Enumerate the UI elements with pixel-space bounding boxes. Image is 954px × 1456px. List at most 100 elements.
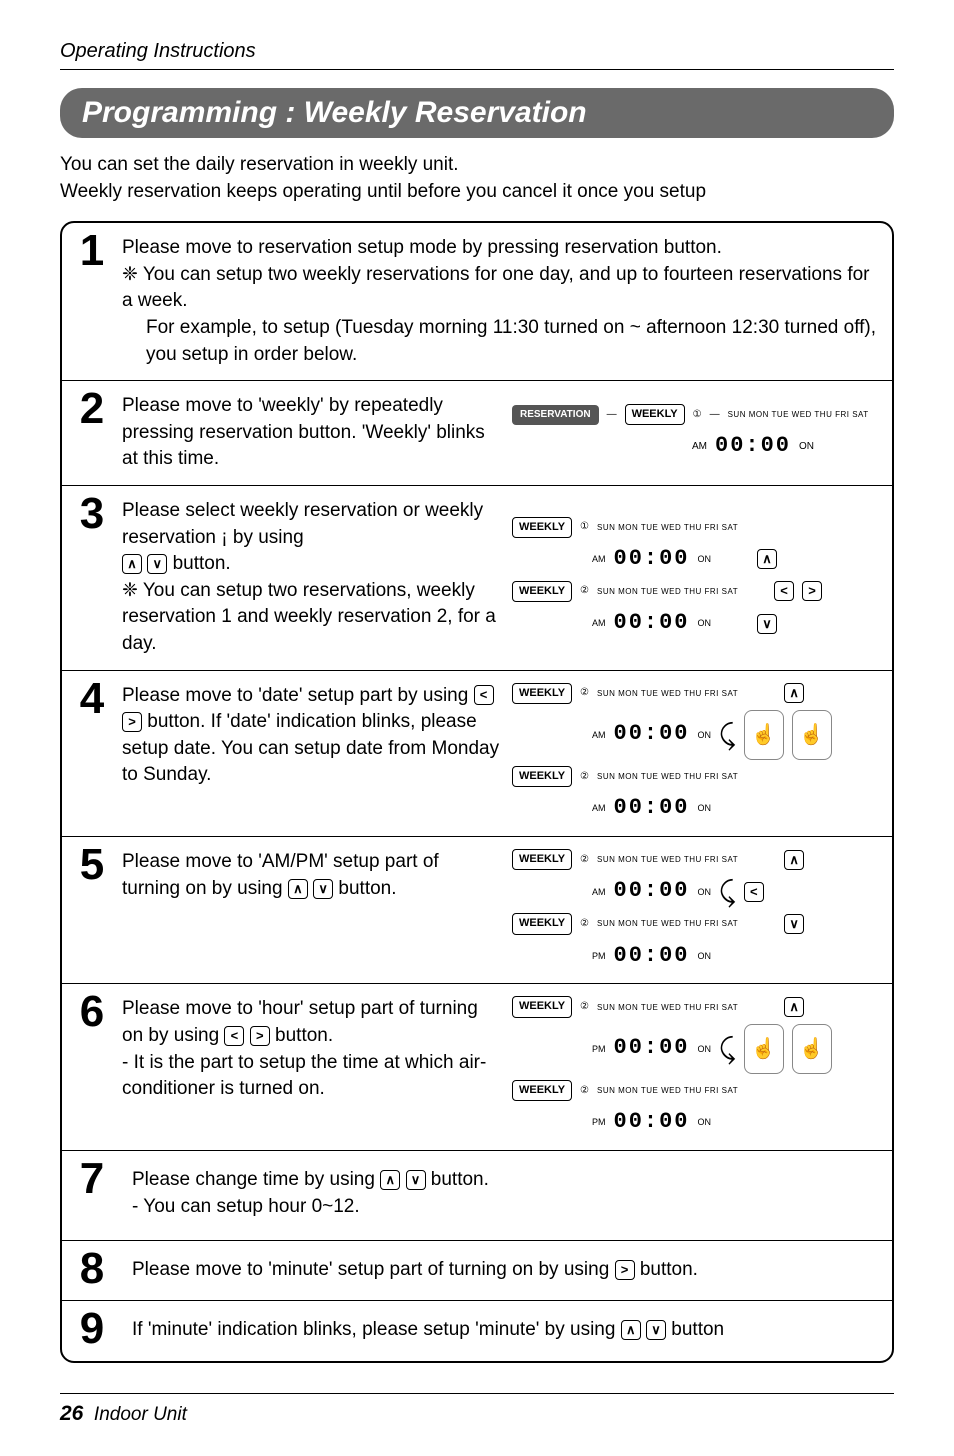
step-3-illus: WEEKLY ① SUN MON TUE WED THU FRI SAT AM …: [512, 498, 882, 658]
intro-line2: Weekly reservation keeps operating until…: [60, 179, 894, 206]
time-disp: 00:00: [614, 1033, 690, 1064]
footer-label: Indoor Unit: [94, 1404, 187, 1425]
on-label: ON: [698, 1116, 712, 1129]
up-key-icon: ∧: [784, 850, 804, 870]
weekly-label: WEEKLY: [512, 1080, 572, 1101]
weekly-label: WEEKLY: [625, 404, 685, 425]
days-row: SUN MON TUE WED THU FRI SAT: [597, 522, 738, 533]
footer-page-num: 26: [60, 1402, 83, 1425]
on-label: ON: [698, 553, 712, 566]
pm-label: PM: [592, 1116, 606, 1129]
down-key-icon: ∨: [406, 1170, 426, 1190]
step-num-6: 6: [62, 984, 122, 1150]
step-3-p3: ❈ You can setup two reservations, weekly…: [122, 578, 502, 658]
step-8: 8 Please move to 'minute' setup part of …: [62, 1241, 892, 1301]
up-key-icon: ∧: [380, 1170, 400, 1190]
step-4: 4 Please move to 'date' setup part by us…: [62, 671, 892, 838]
circled-1-icon: ①: [693, 408, 702, 422]
step-7-p2: button.: [431, 1169, 489, 1190]
up-key-icon: ∧: [757, 549, 777, 569]
step-9-text: If 'minute' indication blinks, please se…: [132, 1317, 882, 1345]
circled-2-icon: ②: [580, 1000, 589, 1014]
step-5-p2: button.: [338, 878, 396, 899]
time-disp: 00:00: [614, 941, 690, 972]
connector: —: [607, 408, 617, 422]
weekly-label: WEEKLY: [512, 913, 572, 934]
step-2-text: Please move to 'weekly' by repeatedly pr…: [122, 393, 502, 473]
up-key-icon: ∧: [784, 997, 804, 1017]
time-disp: 00:00: [614, 793, 690, 824]
step-8-text: Please move to 'minute' setup part of tu…: [132, 1257, 882, 1284]
on-label: ON: [698, 729, 712, 742]
weekly-label: WEEKLY: [512, 683, 572, 704]
step-3-p2: button.: [173, 553, 231, 574]
am-label: AM: [592, 802, 606, 815]
down-key-icon: ∨: [784, 914, 804, 934]
hand-press-icon: ☝: [792, 710, 832, 760]
days-row: SUN MON TUE WED THU FRI SAT: [597, 918, 738, 929]
curve-arrow-icon: ⤹: [719, 721, 736, 749]
step-8-p1: Please move to 'minute' setup part of tu…: [132, 1259, 615, 1280]
pm-label: PM: [592, 950, 606, 963]
weekly-label: WEEKLY: [512, 517, 572, 538]
left-key-icon: <: [744, 882, 764, 902]
circled-2-icon: ②: [580, 584, 589, 598]
am-label: AM: [592, 729, 606, 742]
pm-label: PM: [592, 1043, 606, 1056]
circled-2-icon: ②: [580, 917, 589, 931]
dash: —: [710, 408, 720, 422]
right-key-icon: >: [802, 581, 822, 601]
step-3-text: Please select weekly reservation or week…: [122, 498, 502, 658]
up-key-icon: ∧: [288, 879, 308, 899]
ampm-label: AM: [692, 440, 707, 454]
up-key-icon: ∧: [784, 683, 804, 703]
step-2: 2 Please move to 'weekly' by repeatedly …: [62, 381, 892, 486]
on-label: ON: [698, 1043, 712, 1056]
days-row: SUN MON TUE WED THU FRI SAT: [597, 771, 738, 782]
circled-2-icon: ②: [580, 853, 589, 867]
circled-1-icon: ①: [580, 520, 589, 534]
step-1-text: Please move to reservation setup mode by…: [122, 235, 882, 368]
down-key-icon: ∨: [646, 1320, 666, 1340]
am-label: AM: [592, 886, 606, 899]
step-3-p1: Please select weekly reservation or week…: [122, 500, 483, 548]
step-num-7: 7: [62, 1151, 122, 1240]
down-key-icon: ∨: [757, 614, 777, 634]
weekly-label: WEEKLY: [512, 849, 572, 870]
step-num-3: 3: [62, 486, 122, 670]
intro-text: You can set the daily reservation in wee…: [60, 152, 894, 205]
hand-press-icon: ☝: [744, 1024, 784, 1074]
left-key-icon: <: [774, 581, 794, 601]
step-9-p1: If 'minute' indication blinks, please se…: [132, 1319, 621, 1340]
header-rule: [60, 69, 894, 70]
on-label: ON: [698, 802, 712, 815]
step-8-p2: button.: [640, 1259, 698, 1280]
time-disp: 00:00: [614, 876, 690, 907]
days-row: SUN MON TUE WED THU FRI SAT: [597, 688, 738, 699]
circled-2-icon: ②: [580, 686, 589, 700]
step-7-text: Please change time by using ∧ ∨ button. …: [132, 1167, 882, 1224]
page-footer: 26 Indoor Unit: [60, 1393, 894, 1426]
up-key-icon: ∧: [621, 1320, 641, 1340]
days-row: SUN MON TUE WED THU FRI SAT: [597, 1085, 738, 1096]
weekly-label: WEEKLY: [512, 766, 572, 787]
time-display: 00:00: [614, 544, 690, 575]
right-key-icon: >: [122, 712, 142, 732]
days-row: SUN MON TUE WED THU FRI SAT: [728, 409, 869, 420]
step-7-p3: - You can setup hour 0~12.: [132, 1194, 882, 1221]
step-num-2: 2: [62, 381, 122, 485]
step-4-p2: button. If 'date' indication blinks, ple…: [122, 711, 499, 785]
days-row: SUN MON TUE WED THU FRI SAT: [597, 854, 738, 865]
step-9-p2: button: [671, 1319, 724, 1340]
hand-press-icon: ☝: [792, 1024, 832, 1074]
time-display: 00:00: [715, 431, 791, 462]
curve-arrow-icon: ⤹: [719, 1035, 736, 1063]
step-num-9: 9: [62, 1301, 122, 1361]
circled-2-icon: ②: [580, 770, 589, 784]
step-6-p2: button.: [275, 1025, 333, 1046]
step-6: 6 Please move to 'hour' setup part of tu…: [62, 984, 892, 1151]
step-4-text: Please move to 'date' setup part by usin…: [122, 683, 502, 825]
on-label: ON: [698, 950, 712, 963]
step-9: 9 If 'minute' indication blinks, please …: [62, 1301, 892, 1361]
hand-press-icon: ☝: [744, 710, 784, 760]
